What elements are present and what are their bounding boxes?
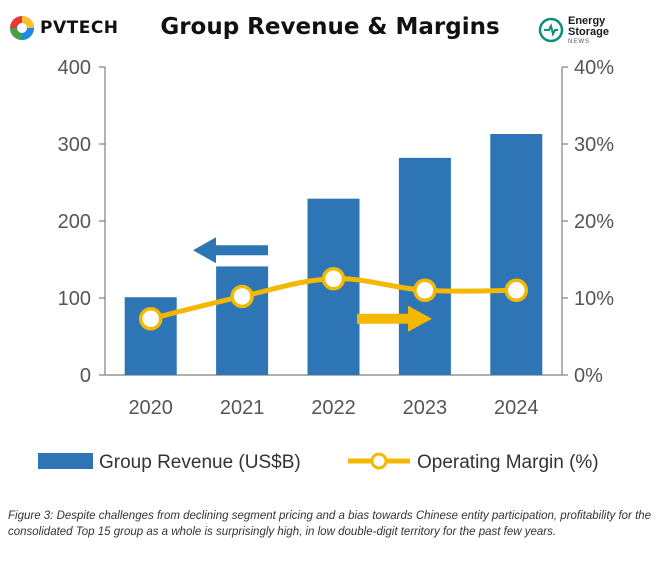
energy-storage-news-logo: Energy Storage NEWS xyxy=(538,14,654,46)
tick-labels: 0 100 200 300 400 0% 10% 20% 30% 40% 2020 2021 2022 2… xyxy=(58,57,615,419)
right-tick-label: 10% xyxy=(574,288,614,310)
legend-swatch-revenue xyxy=(38,453,93,469)
chart-title: Group Revenue & Margins xyxy=(160,14,500,40)
x-tick-label: 2020 xyxy=(128,397,173,419)
legend-label-margin: Operating Margin (%) xyxy=(417,452,599,473)
left-tick-label: 100 xyxy=(58,288,91,310)
right-tick-label: 40% xyxy=(574,57,614,79)
left-tick-label: 400 xyxy=(58,57,91,79)
revenue-bars xyxy=(124,133,543,375)
x-tick-label: 2022 xyxy=(311,397,356,419)
left-axis-arrow xyxy=(193,237,268,264)
legend-label-revenue: Group Revenue (US$B) xyxy=(99,452,301,473)
margin-point-2024 xyxy=(504,278,529,303)
axis-arrows xyxy=(193,237,432,332)
logo-line-energy: Energy xyxy=(568,14,606,27)
left-tick-label: 200 xyxy=(58,211,91,233)
logo-line-storage: Storage xyxy=(568,25,609,38)
legend-swatch-margin-marker xyxy=(370,452,388,470)
right-axis-arrow xyxy=(357,305,432,332)
right-tick-label: 0% xyxy=(574,365,603,387)
revenue-margin-chart: 0 100 200 300 400 0% 10% 20% 30% 40% 2020 2021 2022 2… xyxy=(38,57,615,473)
bar-2021 xyxy=(216,266,269,375)
margin-point-2023 xyxy=(413,278,437,303)
margin-point-2020 xyxy=(138,307,163,331)
bar-2023 xyxy=(398,157,451,375)
logo-line-news: NEWS xyxy=(568,38,590,45)
x-tick-label: 2023 xyxy=(403,397,448,419)
right-tick-label: 20% xyxy=(574,211,614,233)
energy-storage-logo-icon xyxy=(538,17,564,43)
right-tick-label: 30% xyxy=(574,134,614,156)
left-tick-label: 300 xyxy=(58,134,91,156)
left-tick-label: 0 xyxy=(80,365,91,387)
pvtech-logo-icon xyxy=(10,16,34,40)
figure-caption: Figure 3: Despite challenges from declin… xyxy=(8,510,652,538)
pvtech-logo-text: PVTECH xyxy=(40,18,119,38)
margin-point-2021 xyxy=(230,284,254,309)
margin-line xyxy=(138,267,529,331)
x-tick-label: 2024 xyxy=(494,397,539,419)
legend: Group Revenue (US$B) Operating Margin (%… xyxy=(38,452,599,473)
bar-2024 xyxy=(490,133,543,375)
pvtech-logo: PVTECH xyxy=(8,10,138,46)
x-tick-label: 2021 xyxy=(220,397,265,419)
margin-point-2022 xyxy=(321,267,346,291)
